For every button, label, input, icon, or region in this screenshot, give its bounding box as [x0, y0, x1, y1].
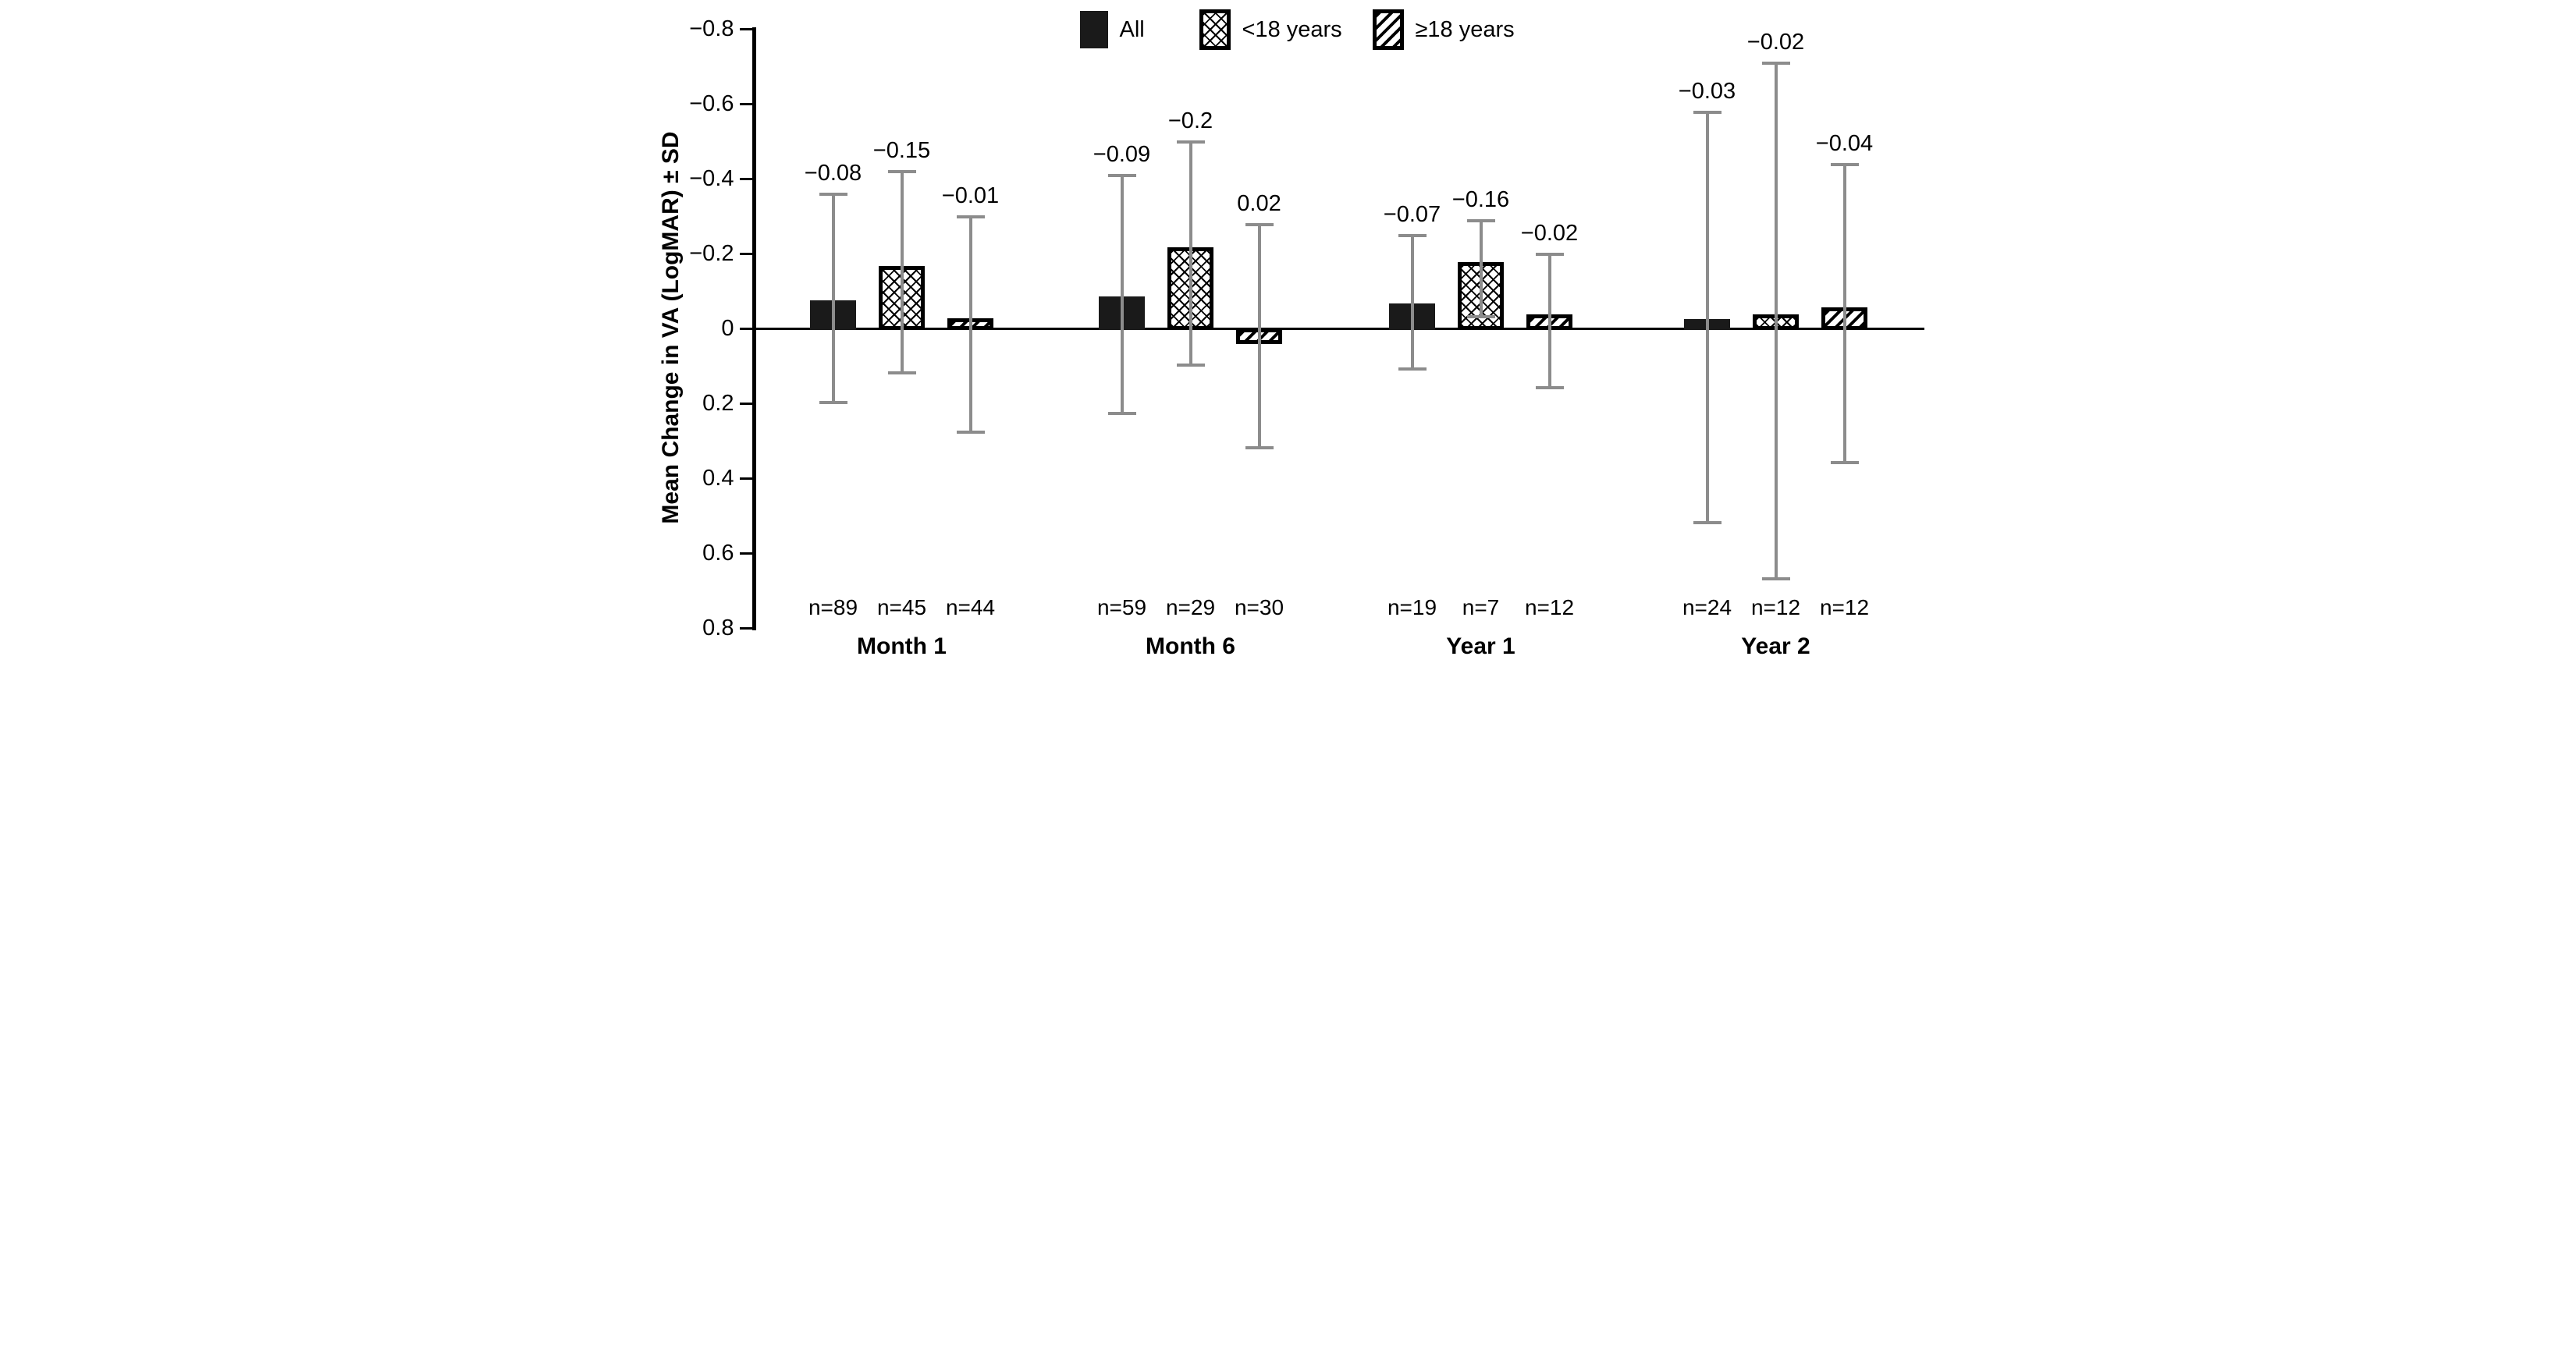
error-bar-bottom-cap: [887, 371, 916, 374]
error-bar-bottom-cap: [1830, 460, 1859, 464]
y-tick-label: 0.2: [702, 391, 734, 416]
error-bar: [1774, 62, 1778, 580]
y-tick-mark: [739, 402, 755, 405]
error-bar: [1410, 235, 1414, 370]
y-tick-mark: [739, 477, 755, 480]
bar-value-label: −0.2: [1167, 108, 1213, 133]
y-tick-mark: [739, 327, 755, 330]
error-bar-top-cap: [1176, 140, 1205, 144]
error-bar-bottom-cap: [1176, 364, 1205, 367]
bar-value-label: −0.07: [1383, 202, 1441, 227]
y-tick-label: −0.2: [689, 241, 734, 266]
bar-chart-mean-change-va: Mean Change in VA (LogMAR) ± SD All <18 …: [644, 0, 1932, 674]
bar-n-label: n=89: [808, 595, 858, 619]
y-tick-mark: [739, 552, 755, 555]
error-bar-top-cap: [1466, 218, 1495, 222]
bar-value-label: −0.04: [1815, 130, 1874, 156]
error-bar-top-cap: [1535, 253, 1564, 256]
legend-item-over18: ≥18 years: [1372, 9, 1515, 50]
error-bar-bottom-cap: [1107, 412, 1136, 416]
error-bar-top-cap: [956, 215, 985, 218]
bar-n-label: n=29: [1165, 595, 1216, 619]
error-bar: [1120, 175, 1124, 415]
bar-n-label: n=24: [1682, 595, 1732, 619]
error-bar-top-cap: [1245, 222, 1274, 226]
error-bar: [1705, 111, 1709, 523]
error-bar: [1842, 163, 1846, 463]
error-bar-top-cap: [1761, 62, 1790, 66]
error-bar: [900, 171, 904, 374]
error-bar-top-cap: [1398, 234, 1427, 237]
bar-value-label: −0.02: [1746, 30, 1805, 55]
y-tick-label: 0.8: [702, 615, 734, 640]
bar-value-label: −0.03: [1678, 78, 1736, 104]
zero-baseline: [754, 328, 1924, 330]
error-bar-top-cap: [819, 193, 847, 197]
error-bar-top-cap: [887, 170, 916, 174]
x-category-label: Year 1: [1446, 633, 1515, 659]
legend-label-over18: ≥18 years: [1415, 16, 1515, 42]
y-tick-label: 0.6: [702, 541, 734, 566]
error-bar: [831, 193, 835, 403]
y-tick-label: 0.4: [702, 466, 734, 491]
y-tick-label: −0.8: [689, 16, 734, 41]
legend-label-all: All: [1119, 16, 1145, 42]
error-bar: [1257, 223, 1261, 449]
error-bar: [1479, 219, 1483, 317]
y-tick-label: 0: [721, 316, 734, 341]
y-tick-mark: [739, 27, 755, 30]
error-bar: [968, 216, 972, 434]
legend-swatch-under18-icon: [1199, 9, 1231, 50]
bar-n-label: n=44: [945, 595, 996, 619]
bar-value-label: −0.02: [1520, 221, 1579, 246]
error-bar-top-cap: [1830, 162, 1859, 166]
bar-value-label: −0.08: [804, 161, 862, 186]
legend-swatch-over18-icon: [1372, 9, 1404, 50]
bar-value-label: −0.16: [1451, 186, 1510, 212]
error-bar-bottom-cap: [1466, 314, 1495, 318]
plot-area: −0.8 −0.6 −0.4 −0.2 0 0.2 0.4 0.6 0.8 −0.08 n=89 −0…: [645, 0, 1932, 674]
bar-n-label: n=12: [1750, 595, 1801, 619]
legend-item-under18: <18 years: [1199, 9, 1342, 50]
error-bar-bottom-cap: [956, 431, 985, 435]
bar-n-label: n=7: [1462, 595, 1500, 619]
x-category-label: Month 6: [1146, 633, 1235, 659]
bar-value-label: −0.09: [1093, 142, 1151, 168]
bar-n-label: n=45: [876, 595, 927, 619]
y-tick-mark: [739, 102, 755, 105]
bar-n-label: n=19: [1387, 595, 1437, 619]
legend-label-under18: <18 years: [1242, 16, 1342, 42]
error-bar: [1189, 141, 1192, 366]
bar-value-label: 0.02: [1237, 190, 1281, 216]
y-tick-label: −0.6: [689, 91, 734, 116]
y-tick-mark: [739, 177, 755, 180]
error-bar-bottom-cap: [1245, 445, 1274, 449]
error-bar: [1547, 254, 1551, 388]
x-category-label: Year 2: [1741, 633, 1810, 659]
bar-n-label: n=30: [1234, 595, 1284, 619]
bar-value-label: −0.15: [872, 138, 931, 164]
y-tick-mark: [739, 252, 755, 255]
bar-n-label: n=59: [1096, 595, 1147, 619]
y-tick-label: −0.4: [689, 166, 734, 191]
bar-n-label: n=12: [1524, 595, 1575, 619]
error-bar-bottom-cap: [1535, 385, 1564, 389]
error-bar-top-cap: [1693, 110, 1721, 114]
legend-swatch-all-icon: [1079, 11, 1108, 48]
bar-value-label: −0.01: [941, 183, 1000, 208]
bar-n-label: n=12: [1819, 595, 1870, 619]
y-tick-mark: [739, 626, 755, 630]
legend-item-all: All: [1079, 9, 1145, 50]
error-bar-bottom-cap: [1693, 520, 1721, 524]
error-bar-bottom-cap: [1761, 576, 1790, 580]
error-bar-bottom-cap: [1398, 367, 1427, 371]
error-bar-bottom-cap: [819, 401, 847, 404]
x-category-label: Month 1: [857, 633, 947, 659]
error-bar-top-cap: [1107, 174, 1136, 178]
